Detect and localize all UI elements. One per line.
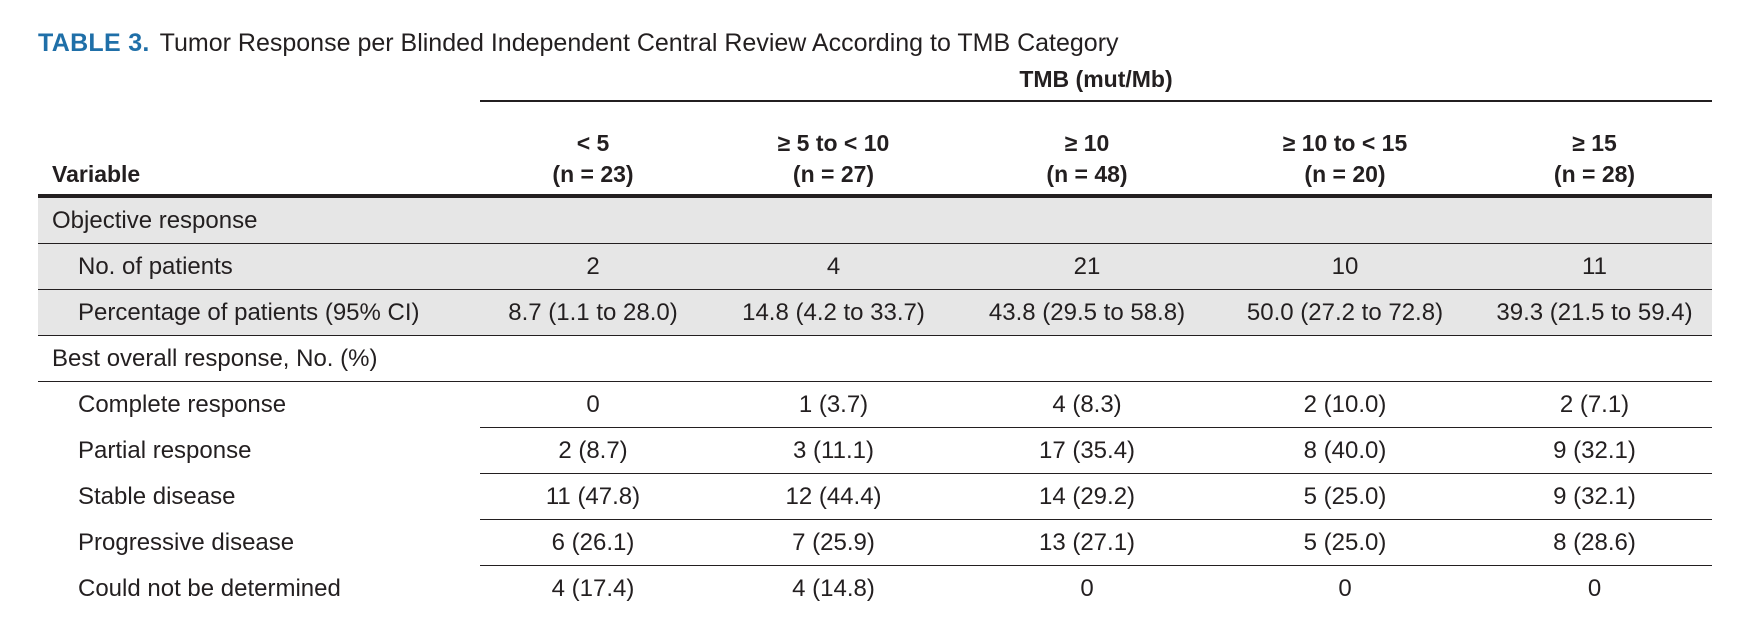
- table-row: Could not be determined 4 (17.4) 4 (14.8…: [38, 566, 1712, 612]
- table-cell: 3 (11.1): [706, 427, 961, 474]
- table-cell: 4: [706, 243, 961, 290]
- tmb-spanner-header: TMB (mut/Mb): [1019, 66, 1173, 92]
- table-number: TABLE 3.: [38, 29, 150, 57]
- table-cell: 2: [480, 243, 706, 290]
- table-cell: 11 (47.8): [480, 473, 706, 520]
- table-cell: 5 (25.0): [1213, 473, 1477, 520]
- table-cell: 14.8 (4.2 to 33.7): [706, 289, 961, 336]
- table-cell: 7 (25.9): [706, 519, 961, 566]
- section-title: Objective response: [38, 196, 1712, 244]
- table-cell: 39.3 (21.5 to 59.4): [1477, 289, 1712, 336]
- section-row-best-overall-response: Best overall response, No. (%): [38, 335, 1712, 382]
- column-n: (n = 20): [1304, 161, 1386, 187]
- table-cell: 0: [480, 381, 706, 428]
- table-cell: 8 (28.6): [1477, 519, 1712, 566]
- row-label: No. of patients: [38, 243, 480, 290]
- column-n: (n = 48): [1046, 161, 1128, 187]
- table-cell: 1 (3.7): [706, 381, 961, 428]
- header-row: Variable < 5 (n = 23) ≥ 5 to < 10 (n = 27)…: [38, 104, 1712, 198]
- table-row: Stable disease 11 (47.8) 12 (44.4) 14 (2…: [38, 473, 1712, 520]
- table-cell: 12 (44.4): [706, 473, 961, 520]
- table-cell: 0: [1587, 575, 1602, 602]
- column-range: ≥ 10: [1064, 130, 1110, 156]
- column-header-5to10: ≥ 5 to < 10 (n = 27): [706, 104, 961, 198]
- table-row: Complete response 0 1 (3.7) 4 (8.3) 2 (1…: [38, 381, 1712, 428]
- row-label: Stable disease: [78, 483, 236, 510]
- table-cell: 0: [1080, 575, 1094, 602]
- table-row: No. of patients 2 4 21 10 11: [38, 243, 1712, 290]
- column-n: (n = 28): [1553, 161, 1636, 187]
- table-cell: 17 (35.4): [961, 427, 1213, 474]
- table-cell: 0: [1338, 575, 1352, 602]
- column-header-lt5: < 5 (n = 23): [480, 104, 706, 198]
- row-label: Percentage of patients (95% CI): [38, 289, 480, 336]
- section-title: Best overall response, No. (%): [38, 335, 1712, 382]
- table-row: Partial response 2 (8.7) 3 (11.1) 17 (35…: [38, 427, 1712, 474]
- table-cell: 10: [1213, 243, 1477, 290]
- column-header-ge15: ≥ 15 (n = 28): [1477, 104, 1712, 198]
- table-cell: 50.0 (27.2 to 72.8): [1213, 289, 1477, 336]
- table-title: Tumor Response per Blinded Independent C…: [159, 29, 1119, 57]
- table-cell: 4 (17.4): [551, 575, 635, 602]
- table-cell: 6 (26.1): [480, 519, 706, 566]
- column-n: (n = 27): [792, 161, 875, 187]
- column-header-10to15: ≥ 10 to < 15 (n = 20): [1213, 104, 1477, 198]
- table-cell: 9 (32.1): [1477, 427, 1712, 474]
- table-cell: 5 (25.0): [1213, 519, 1477, 566]
- row-label: Progressive disease: [78, 529, 295, 556]
- table-cell: 8 (40.0): [1213, 427, 1477, 474]
- table-cell: 4 (8.3): [961, 381, 1213, 428]
- column-header-ge10: ≥ 10 (n = 48): [961, 104, 1213, 198]
- table-cell: 43.8 (29.5 to 58.8): [961, 289, 1213, 336]
- tumor-response-table: Variable < 5 (n = 23) ≥ 5 to < 10 (n = 27)…: [38, 104, 1712, 611]
- table-caption: TABLE 3. Tumor Response per Blinded Indep…: [38, 28, 1119, 58]
- table-cell: 8.7 (1.1 to 28.0): [480, 289, 706, 336]
- row-label: Complete response: [78, 391, 287, 419]
- table-row: Progressive disease 6 (26.1) 7 (25.9) 13…: [38, 519, 1712, 566]
- column-range: < 5: [576, 130, 610, 156]
- column-range: ≥ 5 to < 10: [777, 130, 890, 156]
- section-row-objective-response: Objective response: [38, 196, 1712, 244]
- table-row: Percentage of patients (95% CI) 8.7 (1.1…: [38, 289, 1712, 336]
- table-cell: 2 (7.1): [1477, 381, 1712, 428]
- table-cell: 4 (14.8): [792, 575, 875, 602]
- table-cell: 14 (29.2): [961, 473, 1213, 520]
- column-n: (n = 23): [552, 161, 634, 187]
- table-cell: 9 (32.1): [1477, 473, 1712, 520]
- row-label: Could not be determined: [78, 574, 341, 602]
- variable-header: Variable: [38, 104, 480, 198]
- spanner-rule: [480, 100, 1712, 102]
- row-label: Partial response: [78, 437, 252, 464]
- table-cell: 13 (27.1): [961, 519, 1213, 566]
- column-range: ≥ 15: [1572, 130, 1617, 156]
- table-cell: 21: [961, 243, 1213, 290]
- table-cell: 2 (10.0): [1213, 381, 1477, 428]
- column-range: ≥ 10 to < 15: [1282, 130, 1408, 156]
- table-cell: 11: [1477, 243, 1712, 290]
- table-cell: 2 (8.7): [480, 427, 706, 474]
